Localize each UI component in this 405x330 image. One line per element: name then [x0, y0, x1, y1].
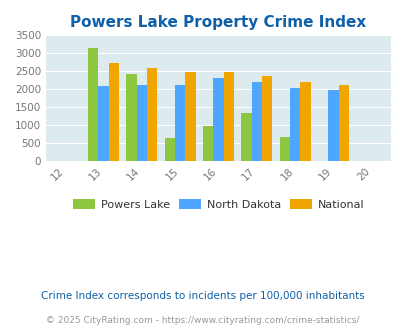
Text: © 2025 CityRating.com - https://www.cityrating.com/crime-statistics/: © 2025 CityRating.com - https://www.city… [46, 316, 359, 325]
Bar [202, 126, 213, 161]
Bar [213, 78, 223, 161]
Bar [109, 63, 119, 161]
Bar [136, 85, 147, 161]
Title: Powers Lake Property Crime Index: Powers Lake Property Crime Index [70, 15, 366, 30]
Bar [338, 85, 348, 161]
Bar [328, 90, 338, 161]
Bar [300, 82, 310, 161]
Bar [185, 72, 195, 161]
Bar [251, 82, 261, 161]
Bar [88, 48, 98, 161]
Bar [289, 88, 300, 161]
Bar [223, 72, 234, 161]
Bar [241, 113, 251, 161]
Legend: Powers Lake, North Dakota, National: Powers Lake, North Dakota, National [68, 195, 368, 214]
Bar [261, 76, 272, 161]
Bar [164, 138, 175, 161]
Bar [279, 137, 289, 161]
Text: Crime Index corresponds to incidents per 100,000 inhabitants: Crime Index corresponds to incidents per… [41, 291, 364, 301]
Bar [175, 85, 185, 161]
Bar [147, 68, 157, 161]
Bar [126, 74, 136, 161]
Bar [98, 86, 109, 161]
